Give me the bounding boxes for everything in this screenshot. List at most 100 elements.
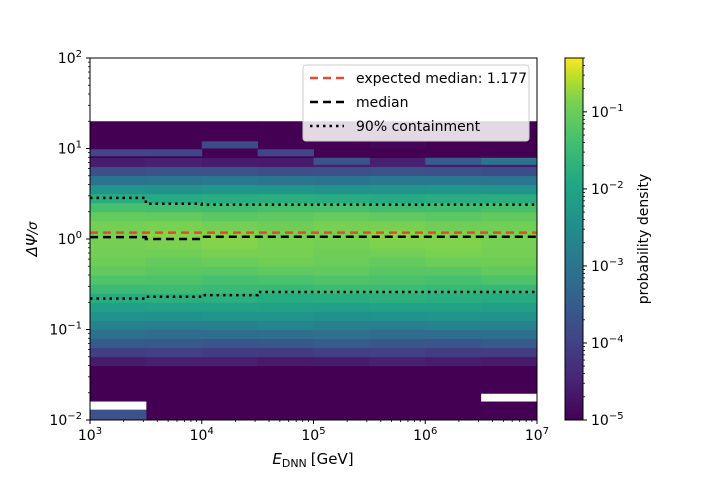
colorbar-tick-label: 10−5	[591, 411, 624, 429]
heatmap-cell	[257, 257, 314, 267]
heatmap-cell	[313, 329, 370, 340]
heatmap-cell	[313, 338, 370, 349]
heatmap-cell	[257, 374, 314, 385]
heatmap-cell	[425, 284, 482, 294]
heatmap-cell	[90, 392, 147, 403]
heatmap-cell	[90, 248, 147, 258]
y-axis-ticks: 10−2 10−1 100 101 102	[49, 49, 90, 429]
heatmap-cell	[481, 266, 537, 276]
heatmap-cell	[90, 257, 147, 267]
heatmap-cell	[201, 320, 259, 330]
heatmap-cell	[313, 220, 370, 231]
heatmap-cell	[481, 248, 537, 258]
colorbar-tick-label: 10−1	[591, 103, 624, 121]
heatmap-cell	[201, 401, 259, 412]
heatmap-cell	[481, 302, 537, 312]
heatmap-cell	[145, 193, 203, 204]
heatmap-cell	[313, 302, 370, 312]
heatmap-cell	[369, 220, 426, 231]
heatmap-cell	[425, 311, 482, 321]
heatmap-cell	[90, 383, 147, 394]
heatmap-cell	[425, 248, 482, 258]
heatmap-cell	[201, 121, 259, 131]
heatmap-cell	[257, 320, 314, 330]
heatmap-cell	[201, 275, 259, 285]
x-axis-label-sub: DNN	[282, 457, 307, 470]
heatmap-cell	[145, 392, 203, 403]
heatmap-cell	[201, 130, 259, 140]
overlay-lines	[90, 196, 537, 300]
heatmap-cell	[313, 148, 370, 158]
heatmap-cell	[425, 211, 482, 222]
heatmap-cell	[201, 266, 259, 276]
heatmap-cell	[313, 257, 370, 267]
heatmap-cell	[257, 139, 314, 149]
heatmap-cell	[481, 320, 537, 330]
heatmap-cell	[481, 311, 537, 321]
heatmap-cell	[481, 347, 537, 358]
heatmap-cell	[257, 401, 314, 412]
heatmap-cell	[313, 275, 370, 285]
heatmap-cell	[257, 392, 314, 403]
heatmap-cell	[90, 409, 147, 420]
heatmap-cell	[145, 149, 203, 157]
heatmap-cell	[313, 365, 370, 376]
x-axis-label-unit: [GeV]	[311, 450, 354, 468]
y-axis-label-main: ΔΨ	[23, 233, 41, 257]
heatmap-cell	[481, 193, 537, 204]
heatmap-cell	[425, 193, 482, 204]
heatmap-cell	[201, 392, 259, 403]
heatmap-cell	[201, 148, 259, 158]
heatmap-cell	[313, 166, 370, 177]
x-tick-label: 105	[301, 426, 325, 444]
heatmap-cell	[201, 356, 259, 367]
y-axis-label: ΔΨ/σ	[23, 221, 41, 257]
heatmap-cell	[481, 175, 537, 186]
heatmap-empty-cell	[90, 401, 147, 410]
heatmap-cell	[425, 365, 482, 376]
heatmap-cell	[145, 311, 203, 321]
colorbar: 10−5 10−4 10−3 10−2 10−1 probability density	[564, 57, 652, 429]
heatmap-cell	[145, 338, 203, 349]
heatmap-cell	[369, 229, 426, 240]
heatmap-cell	[425, 338, 482, 349]
heatmap-cell	[145, 374, 203, 385]
heatmap-cell	[313, 374, 370, 385]
legend-box	[302, 64, 530, 142]
heatmap-cell	[369, 157, 426, 168]
heatmap-cell	[90, 284, 147, 294]
heatmap-cell	[313, 320, 370, 330]
heatmap-cell	[369, 356, 426, 367]
heatmap-cell	[425, 392, 482, 403]
heatmap-cell	[425, 139, 482, 149]
heatmap-cell	[145, 347, 203, 358]
heatmap-cell	[313, 175, 370, 186]
heatmap-cell	[313, 383, 370, 394]
heatmap-cell	[425, 410, 482, 420]
heatmap-cell	[145, 220, 203, 231]
heatmap-cell	[145, 139, 203, 149]
heatmap-cell	[313, 293, 370, 303]
heatmap-cell	[90, 130, 147, 140]
heatmap-cell	[369, 302, 426, 312]
heatmap-cell	[425, 266, 482, 276]
heatmap-cell	[313, 157, 370, 165]
heatmap-cell	[425, 374, 482, 385]
heatmap-cell	[201, 347, 259, 358]
heatmap-cell	[313, 193, 370, 204]
heatmap-cell	[369, 193, 426, 204]
heatmap-cell	[90, 338, 147, 349]
legend-label-containment: 90% containment	[356, 119, 481, 135]
heatmap-cell	[369, 266, 426, 276]
heatmap-cell	[90, 374, 147, 385]
heatmap-cell	[369, 257, 426, 267]
heatmap-cell	[145, 383, 203, 394]
heatmap-cell	[425, 238, 482, 249]
heatmap-cell	[369, 184, 426, 195]
heatmap-cell	[313, 202, 370, 213]
heatmap-cell	[481, 293, 537, 303]
heatmap-cell	[313, 229, 370, 240]
heatmap-cell	[257, 166, 314, 177]
y-tick-label: 101	[58, 140, 82, 158]
